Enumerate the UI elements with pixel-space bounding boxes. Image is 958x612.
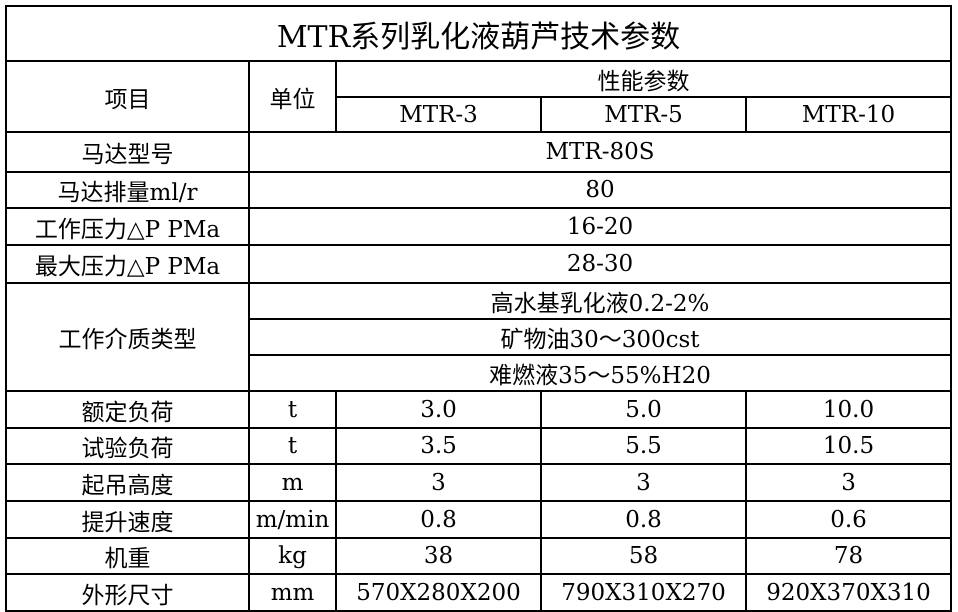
value-cell: 10.0: [744, 390, 953, 429]
spec-table: MTR系列乳化液葫芦技术参数 项目 单位 性能参数 MTR-3 MTR-5 MTR-10 马达…: [4, 5, 953, 612]
table-row: MTR-3 MTR-5 MTR-10: [6, 96, 953, 133]
table-title: MTR系列乳化液葫芦技术参数: [4, 5, 953, 62]
shared-value: 28-30: [247, 244, 953, 284]
table-row: 马达排量ml/r 80: [5, 171, 953, 209]
table-row: 马达型号 MTR-80S: [5, 131, 953, 173]
row-label: 外形尺寸: [5, 573, 250, 612]
unit-cell: t: [248, 390, 337, 429]
model-header: MTR-5: [540, 96, 747, 133]
table-row: 外形尺寸 mm 570X280X200 790X310X270 920X370X310: [5, 573, 953, 612]
row-label: 提升速度: [5, 500, 250, 539]
value-cell: 5.5: [540, 427, 747, 465]
value-cell: 78: [744, 537, 953, 575]
row-label: 起吊高度: [5, 463, 250, 502]
table-row: 工作压力△P PMa 16-20: [5, 207, 953, 246]
header-cell: 项目: [5, 60, 250, 133]
value-cell: 10.5: [744, 427, 953, 465]
row-label: 工作介质类型: [5, 282, 250, 392]
value-cell: 920X370X310: [744, 573, 953, 612]
value-cell: 3.0: [335, 390, 542, 429]
row-label: 最大压力△P PMa: [5, 244, 250, 284]
value-cell: 38: [335, 537, 542, 575]
shared-value: 80: [247, 171, 953, 209]
value-cell: 0.8: [335, 500, 542, 539]
table-row: 机重 kg 38 58 78: [5, 537, 953, 575]
row-label: 机重: [5, 537, 250, 575]
table-row: 难燃液35～55%H20: [6, 354, 953, 392]
model-header: MTR-10: [744, 96, 953, 133]
table-row: 矿物油30～300cst: [6, 318, 953, 356]
table-row: 工作介质类型 高水基乳化液0.2-2%: [5, 282, 953, 392]
table-row: 提升速度 m/min 0.8 0.8 0.6: [5, 500, 953, 539]
row-label: 工作压力△P PMa: [5, 207, 250, 246]
medium-value: 难燃液35～55%H20: [247, 354, 953, 392]
value-cell: 790X310X270: [540, 573, 747, 612]
unit-cell: mm: [248, 573, 337, 612]
header-cell: 单位: [248, 60, 337, 133]
value-cell: 5.0: [540, 390, 747, 429]
header-cell: 性能参数: [334, 60, 953, 98]
table-body: MTR系列乳化液葫芦技术参数 项目 单位 性能参数 MTR-3 MTR-5 MTR-10 马达…: [4, 5, 953, 612]
medium-value: 高水基乳化液0.2-2%: [247, 282, 953, 320]
unit-cell: t: [248, 427, 337, 465]
shared-value: 16-20: [247, 207, 953, 246]
table-row: 额定负荷 t 3.0 5.0 10.0: [5, 390, 953, 429]
value-cell: 3: [335, 463, 542, 502]
unit-cell: m/min: [248, 500, 337, 539]
row-label: 马达排量ml/r: [5, 171, 250, 209]
shared-value: MTR-80S: [247, 131, 953, 173]
table-row: MTR系列乳化液葫芦技术参数: [4, 5, 953, 62]
value-cell: 570X280X200: [335, 573, 542, 612]
row-label: 额定负荷: [5, 390, 250, 429]
medium-value: 矿物油30～300cst: [247, 318, 953, 356]
table-row: 最大压力△P PMa 28-30: [5, 244, 953, 284]
table-row: 试验负荷 t 3.5 5.5 10.5: [5, 427, 953, 465]
value-cell: 3: [540, 463, 747, 502]
model-header: MTR-3: [335, 96, 542, 133]
value-cell: 0.6: [744, 500, 953, 539]
table-row: 起吊高度 m 3 3 3: [5, 463, 953, 502]
value-cell: 58: [540, 537, 747, 575]
unit-cell: kg: [248, 537, 337, 575]
row-label: 马达型号: [5, 131, 250, 173]
row-label: 试验负荷: [5, 427, 250, 465]
unit-cell: m: [248, 463, 337, 502]
table-row: 项目 单位 性能参数: [5, 60, 953, 133]
value-cell: 3: [744, 463, 953, 502]
value-cell: 0.8: [540, 500, 747, 539]
value-cell: 3.5: [335, 427, 542, 465]
